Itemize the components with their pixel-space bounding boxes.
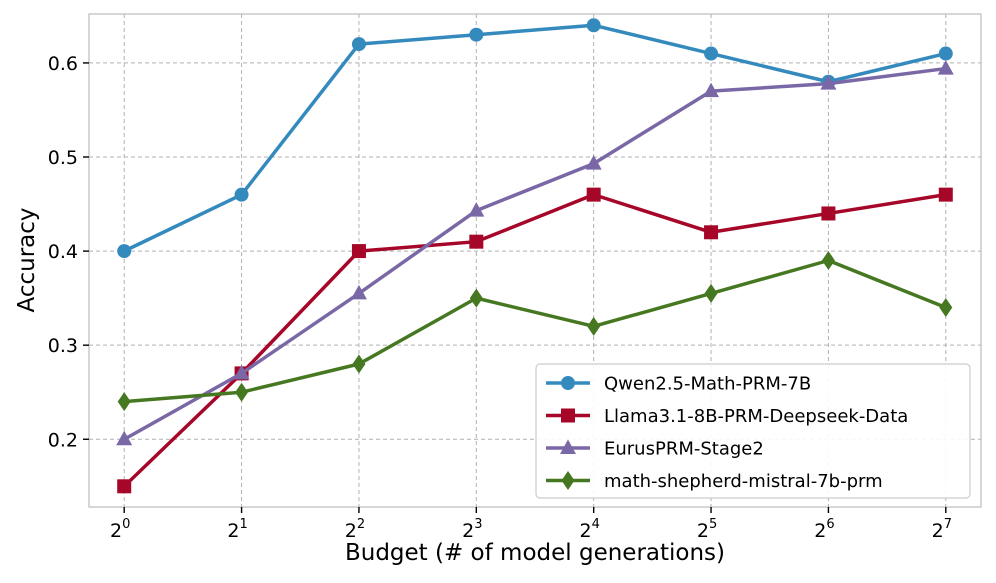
- legend-marker: [561, 376, 575, 390]
- x-tick-base: 2: [462, 520, 474, 542]
- data-point: [117, 392, 131, 412]
- data-point: [469, 288, 483, 308]
- data-point: [117, 479, 132, 494]
- legend-item: Llama3.1-8B-PRM-Deepseek-Data: [546, 406, 908, 427]
- data-point: [586, 187, 601, 202]
- x-tick-label: 21: [227, 517, 247, 542]
- series-line: [122, 66, 948, 442]
- data-point: [586, 18, 601, 33]
- x-tick-exponent: 3: [474, 517, 482, 532]
- y-tick-label: 0.2: [48, 429, 78, 451]
- data-point: [938, 187, 953, 202]
- x-tick-base: 2: [345, 520, 357, 542]
- x-tick-base: 2: [579, 520, 591, 542]
- data-point: [469, 27, 484, 42]
- legend-label: Llama3.1-8B-PRM-Deepseek-Data: [604, 406, 908, 427]
- x-tick-base: 2: [110, 520, 122, 542]
- data-point: [469, 234, 484, 249]
- plot-area-frame: [88, 13, 982, 508]
- legend-label: math-shepherd-mistral-7b-prm: [604, 471, 883, 492]
- series-line: [122, 23, 948, 253]
- data-point: [352, 354, 366, 374]
- data-point: [235, 382, 249, 402]
- data-point: [821, 251, 835, 270]
- x-tick-base: 2: [697, 520, 709, 542]
- y-tick-label: 0.6: [48, 53, 78, 75]
- data-point: [587, 316, 601, 336]
- series-line: [122, 258, 948, 404]
- data-point: [821, 206, 836, 221]
- x-tick-label: 24: [579, 517, 599, 542]
- series-layer: [116, 18, 954, 494]
- data-point: [351, 244, 366, 259]
- legend-marker: [561, 471, 575, 490]
- data-point: [704, 283, 718, 303]
- x-tick-exponent: 7: [944, 517, 952, 532]
- data-point: [468, 202, 485, 217]
- legend-frame: [535, 363, 971, 499]
- x-tick-exponent: 2: [357, 517, 365, 532]
- data-point: [585, 155, 602, 170]
- y-axis-label: Accuracy: [14, 207, 40, 312]
- data-point: [116, 430, 133, 446]
- x-tick-base: 2: [932, 520, 944, 542]
- legend-item: math-shepherd-mistral-7b-prm: [546, 471, 883, 492]
- x-tick-exponent: 0: [122, 517, 130, 532]
- x-axis-ticks: 20 21 22 23 24 25 26 27: [110, 507, 952, 542]
- x-tick-label: 20: [110, 517, 130, 542]
- data-point: [704, 46, 719, 61]
- legend-item: Qwen2.5-Math-PRM-7B: [546, 374, 811, 395]
- series-eurusprm-stage2: [116, 60, 954, 446]
- data-point: [117, 244, 132, 259]
- data-point: [937, 60, 954, 75]
- x-tick-exponent: 4: [592, 517, 600, 532]
- y-tick-label: 0.4: [48, 241, 78, 263]
- legend-item: EurusPRM-Stage2: [546, 439, 764, 460]
- y-tick-label: 0.5: [48, 147, 78, 169]
- data-point: [233, 364, 250, 380]
- x-tick-label: 23: [462, 517, 482, 542]
- data-point: [350, 284, 367, 300]
- x-tick-exponent: 5: [709, 517, 717, 532]
- data-point: [704, 225, 719, 240]
- x-tick-exponent: 6: [826, 517, 834, 532]
- x-tick-label: 26: [814, 517, 834, 542]
- x-axis-label: Budget (# of model generations): [345, 540, 725, 566]
- legend: Qwen2.5-Math-PRM-7B Llama3.1-8B-PRM-Deeps…: [535, 363, 971, 499]
- data-point: [234, 187, 249, 202]
- series-line: [122, 192, 948, 489]
- legend-marker: [560, 439, 576, 454]
- data-point: [939, 298, 953, 318]
- data-point: [938, 46, 953, 61]
- x-tick-base: 2: [227, 520, 239, 542]
- legend-marker: [561, 408, 575, 423]
- x-tick-label: 27: [932, 517, 952, 542]
- series-math-shepherd-mistral-7b-prm: [117, 251, 953, 412]
- x-tick-exponent: 1: [239, 517, 247, 532]
- data-point: [820, 75, 837, 90]
- data-point: [351, 37, 366, 52]
- y-tick-label: 0.3: [48, 335, 78, 357]
- legend-label: Qwen2.5-Math-PRM-7B: [604, 374, 811, 395]
- x-tick-label: 22: [345, 517, 365, 542]
- x-tick-label: 25: [697, 517, 717, 542]
- legend-label: EurusPRM-Stage2: [604, 439, 764, 460]
- y-axis-ticks: 0.2 0.3 0.4 0.5 0.6: [48, 53, 89, 451]
- x-tick-base: 2: [814, 520, 826, 542]
- data-point: [703, 82, 720, 98]
